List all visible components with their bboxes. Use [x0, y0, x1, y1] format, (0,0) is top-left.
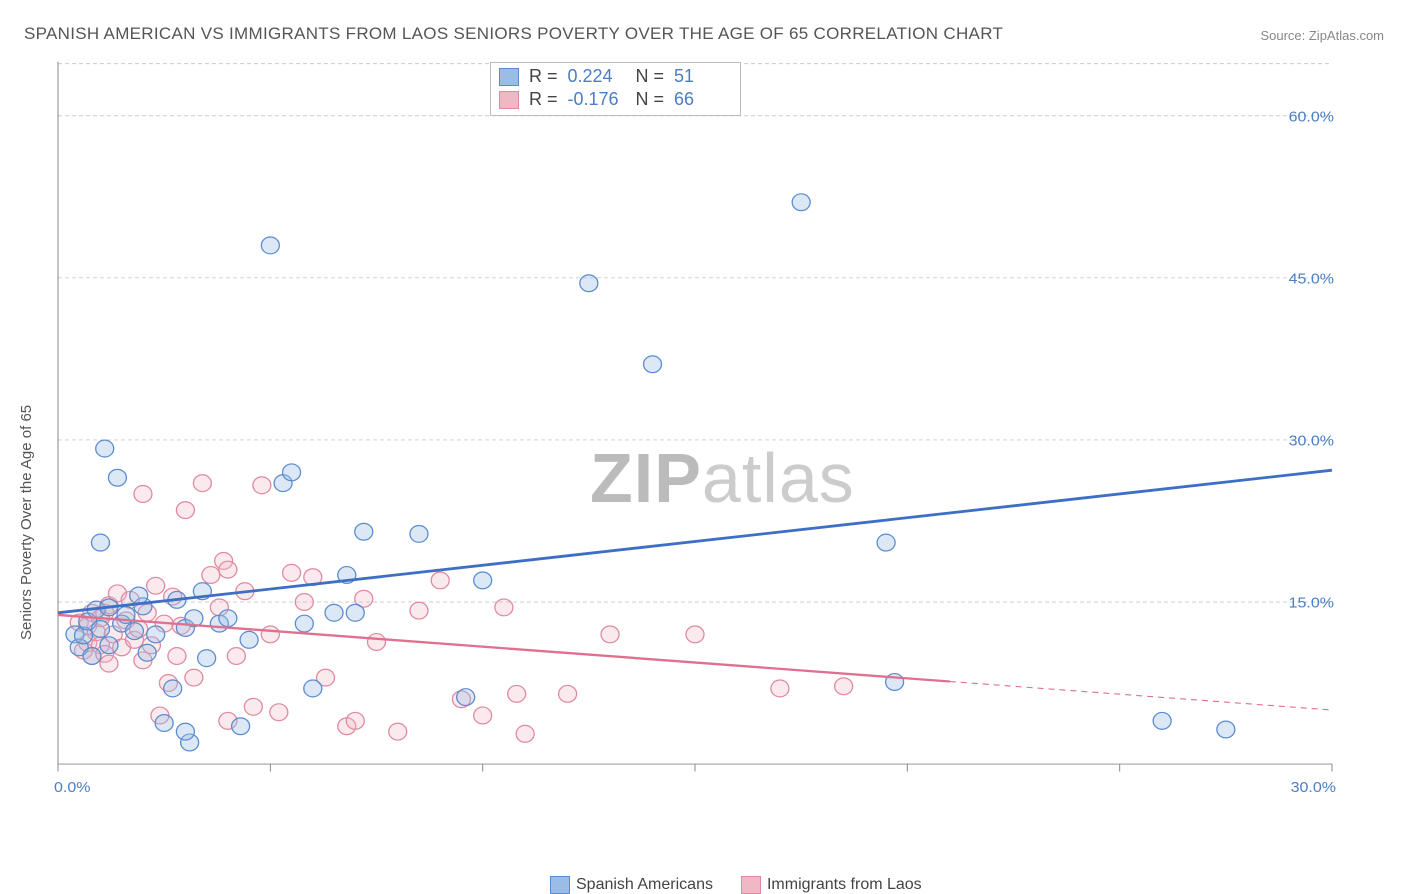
swatch-series-a: [499, 68, 519, 86]
legend-label-a: Spanish Americans: [576, 876, 713, 894]
stat-legend: R = 0.224 N = 51 R = -0.176 N = 66: [490, 62, 741, 116]
svg-text:30.0%: 30.0%: [1289, 433, 1335, 449]
svg-text:60.0%: 60.0%: [1289, 109, 1335, 125]
label-R: R =: [529, 66, 558, 87]
swatch-series-b: [499, 91, 519, 109]
y-axis-label: Seniors Poverty Over the Age of 65: [18, 405, 35, 640]
label-N2: N =: [636, 89, 665, 110]
svg-text:45.0%: 45.0%: [1289, 271, 1335, 287]
swatch-a-icon: [550, 876, 570, 894]
value-R-a: 0.224: [568, 66, 626, 87]
chart-title: SPANISH AMERICAN VS IMMIGRANTS FROM LAOS…: [24, 24, 1003, 44]
value-R-b: -0.176: [568, 89, 626, 110]
series-legend: Spanish Americans Immigrants from Laos: [550, 876, 922, 894]
value-N-b: 66: [674, 89, 732, 110]
legend-label-b: Immigrants from Laos: [767, 876, 922, 894]
stat-row-a: R = 0.224 N = 51: [499, 65, 732, 88]
chart-svg: 15.0% 30.0% 45.0% 60.0% 0.0% 30.0%: [50, 58, 1340, 850]
svg-text:15.0%: 15.0%: [1289, 595, 1335, 611]
value-N-a: 51: [674, 66, 732, 87]
svg-text:0.0%: 0.0%: [54, 780, 91, 796]
stat-row-b: R = -0.176 N = 66: [499, 88, 732, 111]
label-N: N =: [636, 66, 665, 87]
label-R2: R =: [529, 89, 558, 110]
plot-area: ZIPatlas 15.0%30.0%45.0%60.0%0.0%30.0% R…: [50, 58, 1340, 850]
swatch-b-icon: [741, 876, 761, 894]
svg-text:30.0%: 30.0%: [1291, 780, 1337, 796]
legend-item-a: Spanish Americans: [550, 876, 713, 894]
legend-item-b: Immigrants from Laos: [741, 876, 922, 894]
source-label: Source: ZipAtlas.com: [1260, 28, 1384, 43]
